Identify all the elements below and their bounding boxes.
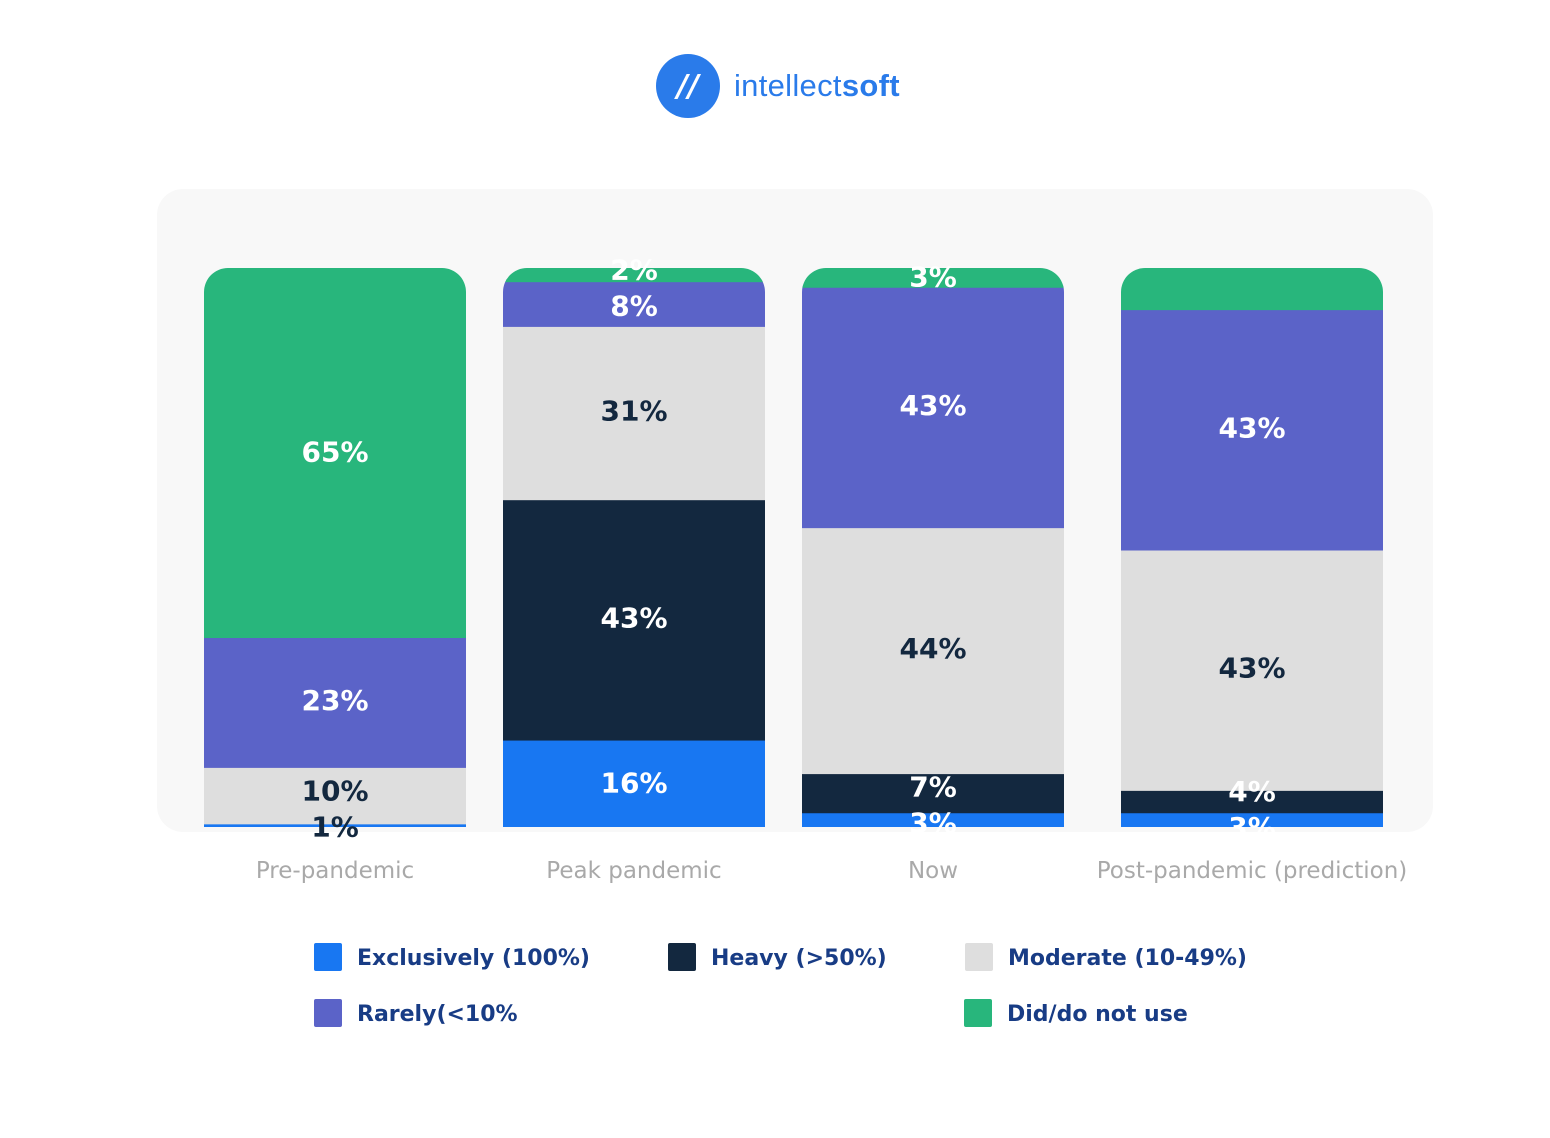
bar-segment: [1121, 547, 1383, 791]
legend-label: Moderate (10-49%): [1008, 946, 1247, 971]
data-label: 43%: [899, 389, 966, 422]
bar-group-3: [1121, 268, 1383, 827]
bar-segment: [802, 284, 1064, 529]
legend-swatch: [314, 943, 342, 971]
logo-text-light: intellect: [734, 68, 842, 103]
bar-segment: [802, 771, 1064, 814]
data-label: 3%: [909, 260, 957, 293]
x-tick-label: Pre-pandemic: [256, 858, 414, 884]
bar-segment: [503, 737, 765, 827]
legend-swatch: [314, 999, 342, 1027]
data-label: 2%: [610, 254, 658, 287]
data-label: 44%: [899, 632, 966, 665]
bar-segment: [1121, 810, 1383, 827]
bar-segment: [503, 323, 765, 501]
data-label: 23%: [301, 684, 368, 717]
data-label: 7%: [909, 771, 957, 804]
data-label: 65%: [301, 436, 368, 469]
logo-text: intellectsoft: [734, 68, 900, 104]
bar-group-1: [503, 268, 765, 827]
logo-text-bold: soft: [841, 68, 900, 103]
data-label: 43%: [1218, 652, 1285, 685]
data-label: 43%: [600, 601, 667, 634]
data-label: 43%: [1218, 411, 1285, 444]
x-tick-label: Now: [908, 858, 958, 884]
data-label: 16%: [600, 766, 667, 799]
data-label: 3%: [909, 807, 957, 840]
legend-label: Heavy (>50%): [711, 946, 887, 971]
data-label: 4%: [1228, 775, 1276, 808]
data-label: 10%: [301, 775, 368, 808]
legend-swatch: [964, 999, 992, 1027]
legend-label: Exclusively (100%): [357, 946, 590, 971]
data-label: 3%: [1228, 811, 1276, 844]
bar-group-0: [204, 268, 466, 827]
legend-label: Did/do not use: [1007, 1002, 1188, 1027]
bar-segment: [1121, 268, 1383, 311]
bar-segment: [802, 268, 1064, 288]
bar-segment: [503, 279, 765, 327]
bar-segment: [1121, 787, 1383, 814]
bar-segment: [204, 635, 466, 768]
data-label: 1%: [311, 811, 359, 844]
data-label: 8%: [610, 290, 658, 323]
x-tick-label: Peak pandemic: [546, 858, 721, 884]
bar-segment: [204, 764, 466, 825]
legend-label: Rarely(<10%: [357, 1002, 518, 1027]
intellectsoft-logo: // intellectsoft: [656, 54, 900, 118]
bar-segment: [1121, 307, 1383, 551]
legend-swatch: [965, 943, 993, 971]
logo-mark-icon: //: [656, 54, 720, 118]
bar-segment: [802, 810, 1064, 827]
data-label: 31%: [600, 395, 667, 428]
bar-segment: [503, 268, 765, 283]
bar-group-2: [802, 268, 1064, 827]
legend-swatch: [668, 943, 696, 971]
bar-segment: [503, 497, 765, 741]
bar-segment: [802, 525, 1064, 775]
chart-panel: [157, 189, 1433, 832]
x-tick-label: Post-pandemic (prediction): [1097, 858, 1408, 884]
bar-segment: [204, 268, 466, 639]
